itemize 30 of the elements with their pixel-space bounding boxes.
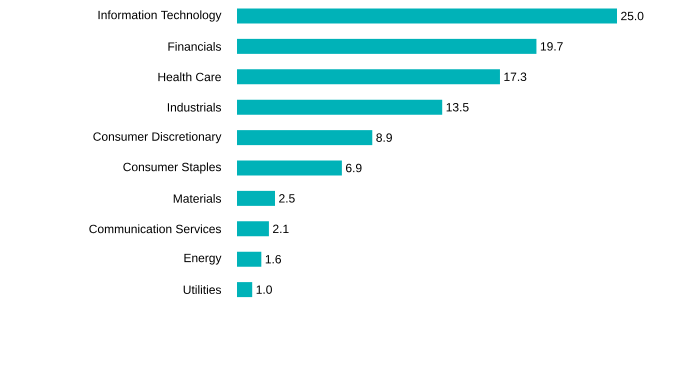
data-label: 6.9 xyxy=(346,164,362,172)
bar xyxy=(237,38,536,54)
y-tick-label: Health Care xyxy=(158,72,221,82)
bar xyxy=(237,221,269,236)
data-label: 19.7 xyxy=(540,42,563,51)
data-label: 8.9 xyxy=(376,133,392,142)
bar xyxy=(237,8,617,24)
y-tick-label: Consumer Discretionary xyxy=(93,132,222,144)
data-label: 1.6 xyxy=(266,254,282,264)
bar xyxy=(237,190,275,206)
bar xyxy=(237,282,252,298)
data-label: 1.0 xyxy=(256,285,272,294)
y-tick-label: Industrials xyxy=(168,102,222,112)
y-tick-label: Energy xyxy=(184,254,222,265)
y-tick-label: Materials xyxy=(174,194,222,203)
bar xyxy=(237,252,262,267)
y-tick-label: Consumer Staples xyxy=(123,162,222,174)
y-tick-label: Utilities xyxy=(184,285,222,294)
y-tick-label: Financials xyxy=(168,42,222,51)
data-label: 2.1 xyxy=(273,224,289,233)
data-label: 13.5 xyxy=(446,102,469,112)
bar xyxy=(237,130,372,146)
y-tick-label: Communication Services xyxy=(89,224,222,234)
bar xyxy=(237,69,500,84)
y-tick-label: Information Technology xyxy=(98,10,222,22)
bar xyxy=(237,100,442,115)
data-label: 2.5 xyxy=(279,194,295,203)
data-label: 25.0 xyxy=(621,12,644,20)
data-label: 17.3 xyxy=(504,72,526,82)
bar xyxy=(237,160,342,176)
